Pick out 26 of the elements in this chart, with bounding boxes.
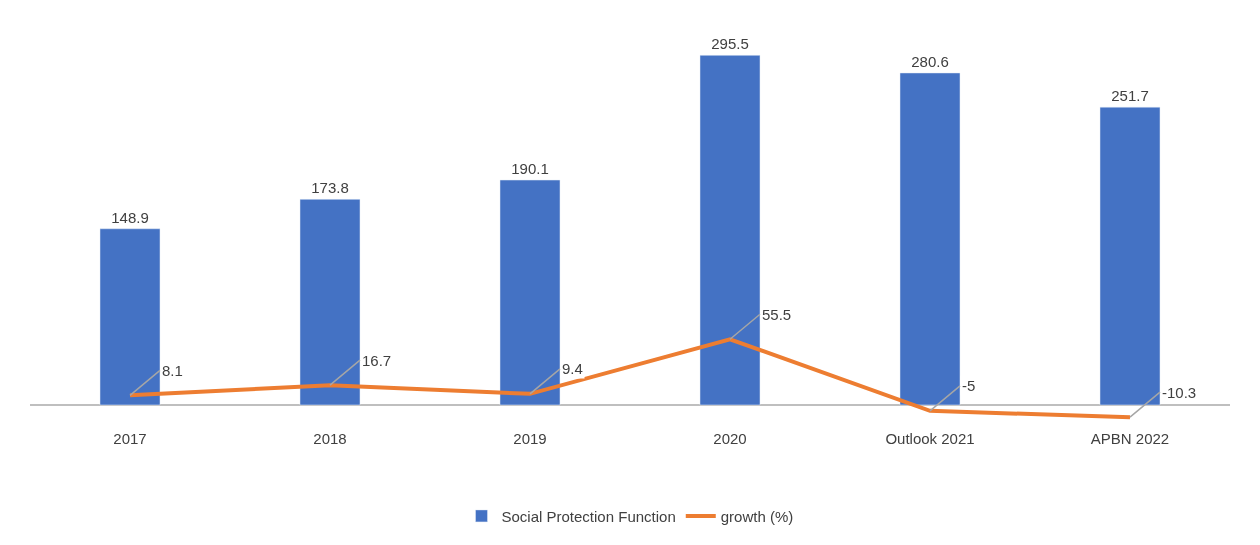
bar (299, 199, 361, 406)
bar (699, 55, 761, 406)
bar (899, 72, 961, 406)
data-label: 55.5 (762, 306, 792, 323)
data-label: 148.9 (111, 208, 149, 226)
x-tick-label: APBN 2022 (1090, 430, 1170, 447)
bar (1099, 106, 1161, 406)
data-label: 295.5 (711, 35, 749, 53)
bar (499, 179, 561, 406)
bar (99, 228, 161, 406)
data-label: 9.4 (562, 360, 583, 377)
data-label: 16.7 (362, 352, 392, 369)
data-label: -10.3 (1162, 384, 1197, 401)
x-tick-label: 2019 (513, 430, 547, 447)
x-tick-label: 2018 (313, 430, 347, 447)
data-label: 173.8 (311, 179, 349, 197)
data-label: 190.1 (511, 160, 549, 178)
legend-label: Social Protection Function (501, 507, 676, 525)
data-label: 280.6 (911, 52, 949, 70)
legend-label: growth (%) (720, 507, 794, 525)
data-label: -5 (962, 377, 976, 394)
x-tick-label: 2020 (713, 430, 747, 447)
data-label: 251.7 (1111, 87, 1149, 105)
x-tick-label: 2017 (113, 430, 147, 447)
x-tick-label: Outlook 2021 (885, 430, 975, 447)
data-label: 8.1 (162, 362, 183, 379)
